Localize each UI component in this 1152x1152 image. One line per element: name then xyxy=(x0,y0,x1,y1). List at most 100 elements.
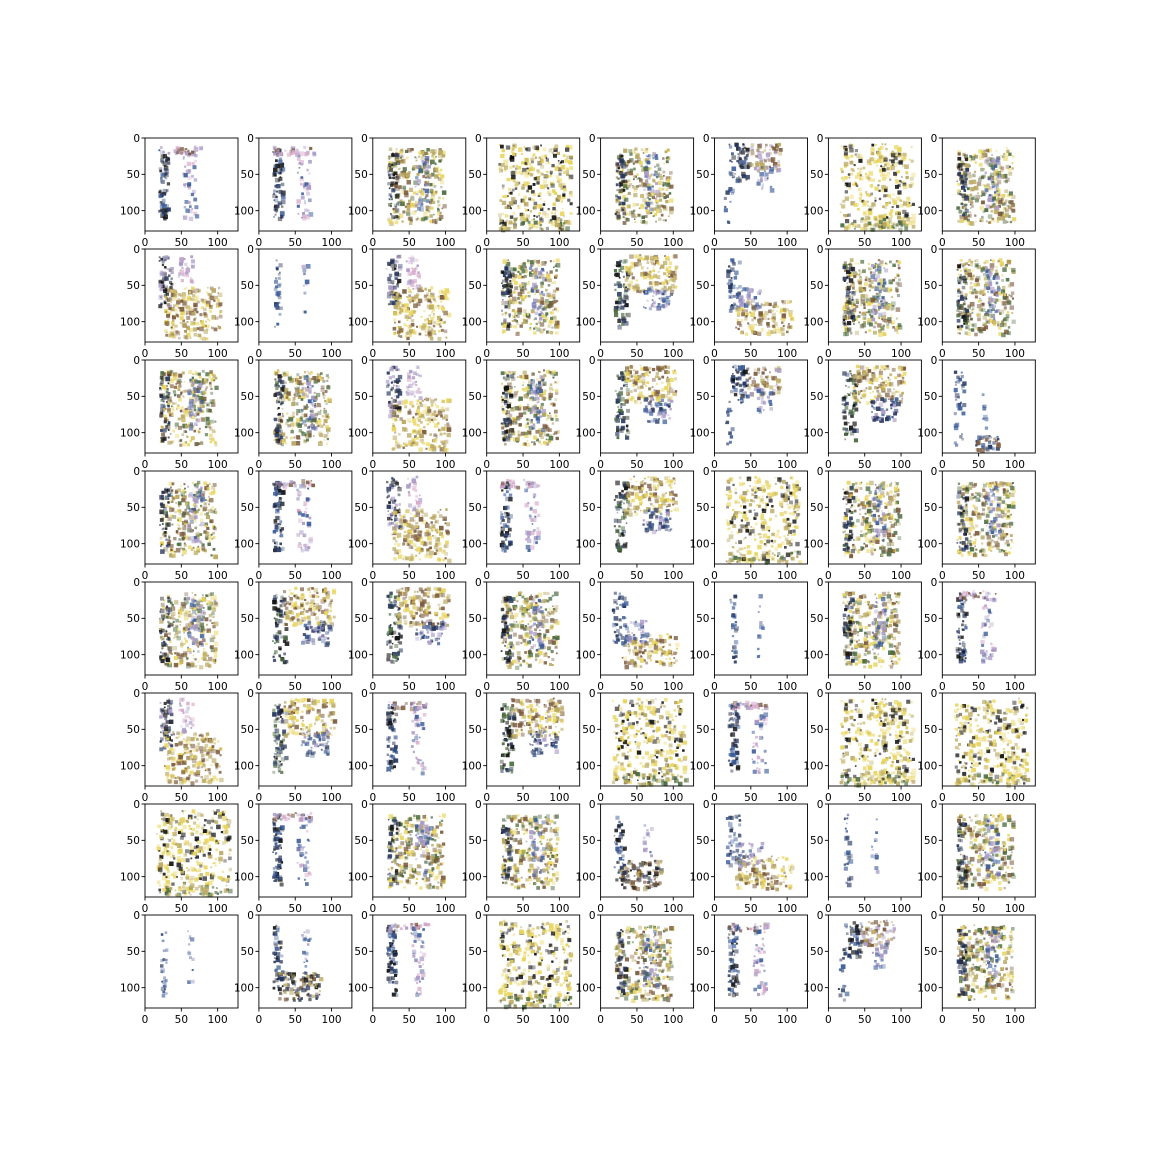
pixel-patch xyxy=(663,296,666,299)
pixel-patch xyxy=(882,217,887,222)
pixel-patch xyxy=(167,298,171,302)
pixel-patch xyxy=(201,323,206,328)
pixel-patch xyxy=(1010,203,1016,208)
pixel-patch xyxy=(188,306,193,311)
pixel-patch xyxy=(289,149,293,153)
x-tick-label: 100 xyxy=(208,237,228,249)
pixel-patch xyxy=(994,309,998,314)
pixel-patch xyxy=(172,289,177,294)
pixel-patch xyxy=(1000,323,1005,328)
pixel-patch xyxy=(276,322,280,326)
pixel-patch xyxy=(868,267,871,271)
pixel-patch xyxy=(971,179,977,185)
pixel-patch xyxy=(408,289,412,293)
pixel-patch xyxy=(169,399,173,403)
pixel-patch xyxy=(396,283,399,286)
pixel-patch xyxy=(893,222,895,224)
pixel-patch xyxy=(437,319,440,323)
pixel-patch xyxy=(208,319,211,322)
pixel-patch xyxy=(853,182,858,186)
pixel-patch xyxy=(523,181,528,186)
pixel-patch xyxy=(162,428,167,433)
pixel-patch xyxy=(272,145,277,150)
pixel-patch xyxy=(901,220,907,225)
pixel-patch xyxy=(764,147,767,149)
pixel-patch xyxy=(173,150,177,153)
pixel-patch xyxy=(275,208,277,211)
pixel-patch xyxy=(536,181,540,185)
pixel-patch xyxy=(987,177,991,181)
pixel-patch xyxy=(388,285,393,290)
pixel-patch xyxy=(200,298,204,302)
pixel-patch xyxy=(647,147,650,150)
pixel-patch xyxy=(629,152,633,156)
pixel-patch xyxy=(400,190,405,194)
pixel-patch xyxy=(668,276,671,278)
pixel-patch xyxy=(881,189,885,193)
pixel-patch xyxy=(409,329,414,334)
pixel-patch xyxy=(985,274,989,278)
pixel-patch xyxy=(640,203,645,208)
pixel-patch xyxy=(986,183,990,187)
pixel-patch xyxy=(1004,207,1007,210)
pixel-patch xyxy=(746,313,748,315)
pixel-patch xyxy=(555,274,558,278)
generated-image xyxy=(614,147,674,225)
pixel-patch xyxy=(525,209,528,212)
pixel-patch xyxy=(394,156,399,161)
pixel-patch xyxy=(410,257,415,263)
pixel-patch xyxy=(985,220,988,223)
pixel-patch xyxy=(839,203,842,206)
pixel-patch xyxy=(276,284,281,288)
pixel-patch xyxy=(550,174,553,177)
pixel-patch xyxy=(964,208,969,214)
pixel-patch xyxy=(300,182,303,186)
pixel-patch xyxy=(555,209,558,213)
pixel-patch xyxy=(555,217,560,221)
pixel-patch xyxy=(527,291,530,294)
pixel-patch xyxy=(561,224,565,228)
pixel-patch xyxy=(286,412,289,415)
pixel-patch xyxy=(994,169,999,174)
pixel-patch xyxy=(508,322,511,325)
pixel-patch xyxy=(394,209,399,214)
pixel-patch xyxy=(974,155,978,159)
pixel-patch xyxy=(273,215,275,218)
pixel-patch xyxy=(772,162,778,167)
pixel-patch xyxy=(848,176,851,179)
pixel-patch xyxy=(303,201,307,205)
pixel-patch xyxy=(885,147,888,151)
pixel-patch xyxy=(433,185,437,188)
pixel-patch xyxy=(860,156,863,159)
pixel-patch xyxy=(628,171,633,176)
pixel-patch xyxy=(629,180,631,182)
pixel-patch xyxy=(436,315,441,320)
pixel-patch xyxy=(995,206,1000,211)
pixel-patch xyxy=(280,199,286,205)
pixel-patch xyxy=(994,209,999,215)
pixel-patch xyxy=(530,157,534,162)
pixel-patch xyxy=(963,171,968,176)
pixel-patch xyxy=(388,187,391,190)
pixel-patch xyxy=(567,145,573,150)
pixel-patch xyxy=(530,309,535,314)
pixel-patch xyxy=(734,142,739,147)
pixel-patch xyxy=(569,212,573,215)
pixel-patch xyxy=(440,186,443,189)
pixel-patch xyxy=(509,282,513,286)
y-tick-label: 100 xyxy=(462,205,482,217)
pixel-patch xyxy=(854,181,857,184)
pixel-patch xyxy=(858,273,861,276)
pixel-patch xyxy=(994,191,997,194)
pixel-patch xyxy=(545,157,548,159)
pixel-patch xyxy=(391,198,393,201)
pixel-patch xyxy=(192,165,197,170)
pixel-patch xyxy=(977,192,979,195)
pixel-patch xyxy=(168,333,173,338)
pixel-patch xyxy=(745,154,749,157)
pixel-patch xyxy=(892,162,898,167)
pixel-patch xyxy=(737,327,740,331)
pixel-patch xyxy=(539,322,545,327)
y-tick-label: 0 xyxy=(703,244,710,256)
pixel-patch xyxy=(790,316,795,321)
